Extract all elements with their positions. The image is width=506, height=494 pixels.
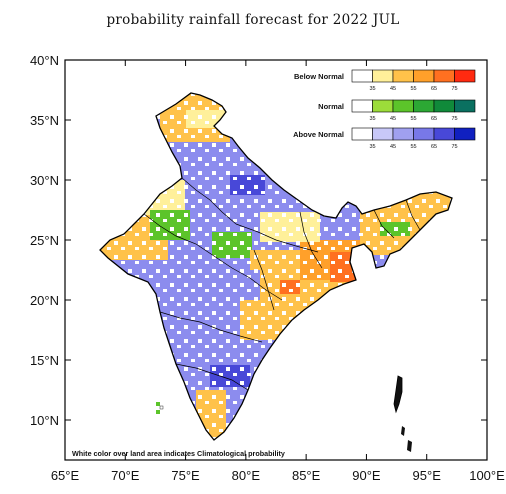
- lat-tick-label: 15°N: [30, 353, 59, 368]
- legend-color-cell: [454, 69, 476, 83]
- lon-tick-label: 100°E: [469, 468, 505, 483]
- legend-color-cell: [351, 69, 373, 83]
- lakshadweep-islands: [156, 402, 164, 414]
- longitude-axis: 65°E 70°E 75°E 80°E 85°E 90°E 95°E 100°E: [51, 60, 505, 483]
- legend-color-cell: [454, 127, 476, 141]
- legend-tick-label: 45: [390, 144, 396, 150]
- legend-tick-label: 65: [431, 116, 437, 122]
- legend-tick-label: 65: [431, 86, 437, 92]
- legend-color-cell: [433, 69, 455, 83]
- legend-color-cell: [454, 99, 476, 113]
- legend-normal: Normal 35 45 55 65 75: [318, 99, 476, 122]
- lat-tick-label: 30°N: [30, 173, 59, 188]
- legend-color-cell: [372, 69, 394, 83]
- legend-tick-label: 55: [410, 116, 416, 122]
- lat-tick-label: 40°N: [30, 53, 59, 68]
- lat-tick-label: 35°N: [30, 113, 59, 128]
- legend-label: Below Normal: [294, 72, 344, 81]
- legend-label: Normal: [318, 102, 344, 111]
- legend-tick-label: 45: [390, 116, 396, 122]
- legend-tick-label: 35: [369, 86, 375, 92]
- legend-color-cell: [413, 127, 435, 141]
- legend-above-normal: Above Normal 35 45 55 65 75: [293, 127, 476, 150]
- legend-color-cell: [392, 69, 414, 83]
- legend-color-cell: [372, 127, 394, 141]
- legend-color-cell: [392, 127, 414, 141]
- state-boundaries: [143, 177, 421, 391]
- legend-color-cell: [351, 127, 373, 141]
- legend-tick-label: 75: [451, 144, 457, 150]
- andaman-nicobar-islands: [393, 375, 412, 452]
- legend-tick-label: 55: [410, 86, 416, 92]
- legend-tick-label: 65: [431, 144, 437, 150]
- lat-tick-label: 20°N: [30, 293, 59, 308]
- india-outline: [99, 92, 453, 441]
- legend-color-cell: [433, 99, 455, 113]
- lon-tick-label: 85°E: [292, 468, 321, 483]
- legend-label: Above Normal: [293, 130, 344, 139]
- lat-tick-label: 10°N: [30, 413, 59, 428]
- climatology-note: White color over land area indicates Cli…: [72, 449, 285, 458]
- lat-tick-label: 25°N: [30, 233, 59, 248]
- latitude-axis: 40°N 35°N 30°N 25°N 20°N 15°N 10°N: [30, 53, 487, 428]
- map-title: probability rainfall forecast for 2022 J…: [106, 12, 400, 28]
- legend-color-cell: [392, 99, 414, 113]
- legend-color-cell: [413, 99, 435, 113]
- legend-color-cell: [433, 127, 455, 141]
- legend-tick-label: 45: [390, 86, 396, 92]
- legend-tick-label: 35: [369, 116, 375, 122]
- legend-below-normal: Below Normal 35 45 55 65 75: [294, 69, 476, 92]
- lon-tick-label: 65°E: [51, 468, 80, 483]
- lon-tick-label: 95°E: [413, 468, 442, 483]
- legend-color-cell: [372, 99, 394, 113]
- legend-tick-label: 75: [451, 86, 457, 92]
- legend-color-cell: [413, 69, 435, 83]
- lon-tick-label: 90°E: [352, 468, 381, 483]
- lon-tick-label: 75°E: [171, 468, 200, 483]
- legend-tick-label: 35: [369, 144, 375, 150]
- lon-tick-label: 80°E: [232, 468, 261, 483]
- legend-tick-label: 75: [451, 116, 457, 122]
- legend-tick-label: 55: [410, 144, 416, 150]
- lon-tick-label: 70°E: [111, 468, 140, 483]
- legend-color-cell: [351, 99, 373, 113]
